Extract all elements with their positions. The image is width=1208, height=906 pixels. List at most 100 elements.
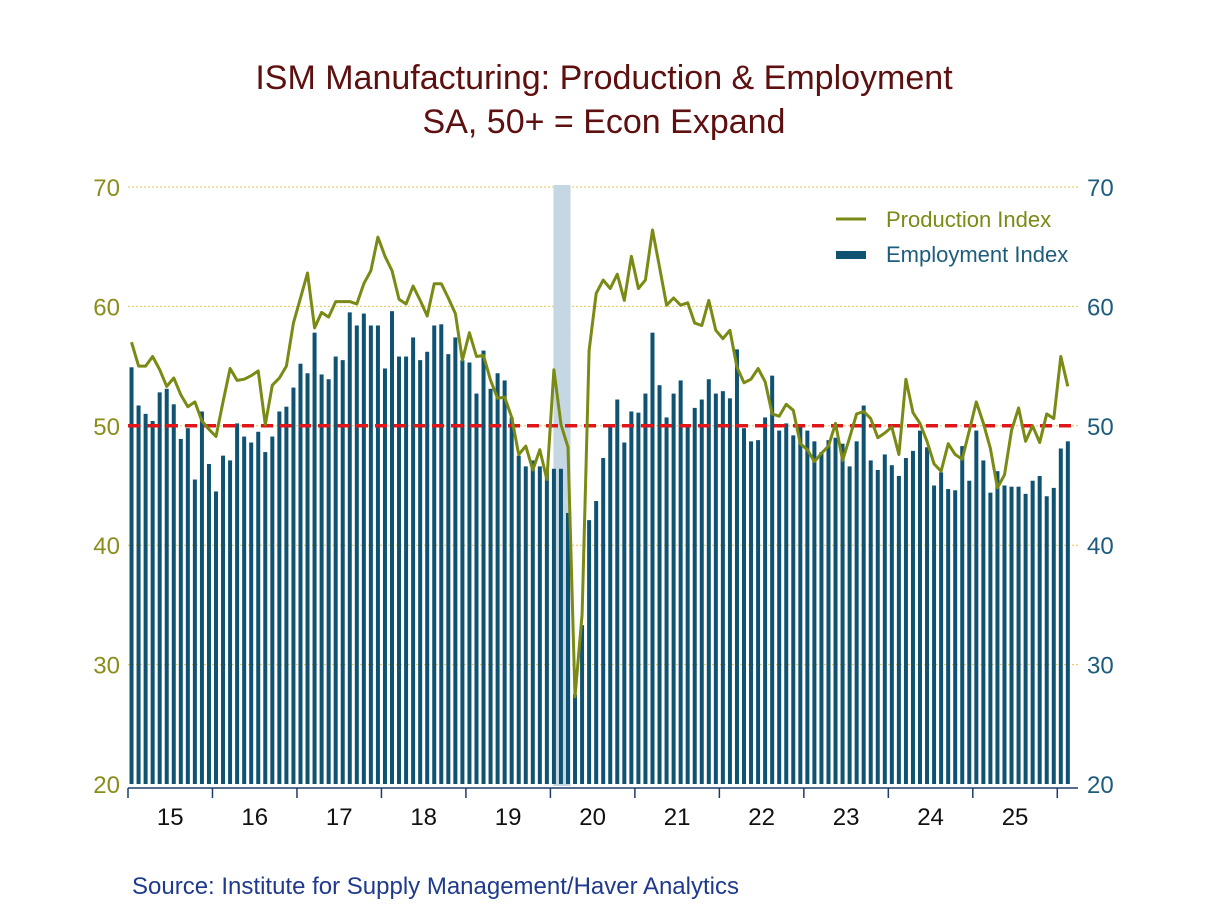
employment-bar xyxy=(713,393,718,784)
x-tick-label: 23 xyxy=(833,804,860,831)
employment-bar xyxy=(319,374,324,784)
employment-bar xyxy=(228,460,233,784)
employment-bar xyxy=(326,379,331,784)
chart-subtitle: SA, 50+ = Econ Expand xyxy=(423,103,786,141)
x-tick-label: 20 xyxy=(579,804,606,831)
employment-bar xyxy=(354,325,359,784)
employment-bar xyxy=(1023,493,1028,784)
employment-bar xyxy=(467,362,472,784)
employment-bar xyxy=(495,373,500,784)
employment-bar xyxy=(1065,441,1070,784)
employment-bar xyxy=(284,406,289,784)
employment-bar xyxy=(847,466,852,784)
employment-bar xyxy=(734,349,739,784)
employment-bar xyxy=(594,501,599,784)
legend: Production Index Employment Index xyxy=(836,207,1068,267)
employment-bar xyxy=(812,441,817,784)
employment-bar xyxy=(375,325,380,784)
y-tick-label-right: 60 xyxy=(1087,294,1114,321)
employment-bar xyxy=(798,424,803,784)
employment-bar xyxy=(770,375,775,784)
employment-bar xyxy=(523,466,528,784)
y-tick-label-left: 40 xyxy=(93,533,120,560)
x-tick-label: 24 xyxy=(917,804,944,831)
employment-bar xyxy=(819,452,824,784)
employment-bar xyxy=(981,460,986,784)
employment-bar xyxy=(277,411,282,784)
employment-bar xyxy=(509,417,514,784)
employment-bar xyxy=(305,373,310,784)
employment-bar xyxy=(777,430,782,784)
production-line xyxy=(130,228,1070,699)
employment-bar xyxy=(671,393,676,784)
employment-bar xyxy=(643,393,648,784)
y-tick-label-left: 30 xyxy=(93,653,120,680)
employment-bar xyxy=(974,430,979,784)
employment-bar xyxy=(404,356,409,784)
y-tick-label-right: 50 xyxy=(1087,414,1114,441)
employment-bar xyxy=(580,625,585,784)
employment-bar xyxy=(439,324,444,784)
employment-bar xyxy=(826,440,831,784)
employment-bar xyxy=(143,413,148,784)
employment-bar xyxy=(889,465,894,784)
employment-bar xyxy=(615,399,620,784)
employment-bar xyxy=(214,491,218,784)
employment-bar xyxy=(932,485,937,784)
employment-bar xyxy=(840,443,845,784)
x-tick-label: 16 xyxy=(241,804,268,831)
y-tick-label-left: 20 xyxy=(93,772,120,799)
employment-bar xyxy=(896,475,901,784)
employment-bar xyxy=(446,354,451,784)
employment-bar xyxy=(418,360,423,784)
employment-bar xyxy=(136,405,141,784)
employment-bar xyxy=(727,398,732,784)
employment-bar xyxy=(657,385,662,784)
employment-bar xyxy=(157,392,162,784)
employment-bar xyxy=(291,387,296,784)
employment-bar xyxy=(784,423,789,784)
employment-bar xyxy=(432,325,437,784)
employment-bar xyxy=(129,367,134,784)
y-tick-label-left: 50 xyxy=(93,414,120,441)
x-tick-label: 19 xyxy=(495,804,522,831)
y-tick-label-left: 60 xyxy=(93,294,120,321)
employment-bar xyxy=(925,447,930,784)
employment-bar xyxy=(903,458,908,784)
employment-bar xyxy=(946,489,951,784)
employment-bar xyxy=(192,479,197,784)
employment-bar xyxy=(601,458,606,784)
employment-bar xyxy=(474,393,479,784)
employment-bar xyxy=(1016,486,1021,784)
employment-bar xyxy=(995,471,1000,784)
employment-bar xyxy=(678,380,683,784)
employment-bar xyxy=(699,399,704,784)
employment-bar xyxy=(1030,480,1035,784)
employment-bar xyxy=(425,351,430,784)
employment-bar xyxy=(566,512,570,784)
legend-employment: Employment Index xyxy=(886,242,1068,267)
employment-bar xyxy=(587,520,592,784)
employment-bar xyxy=(199,411,204,784)
employment-bar xyxy=(453,337,458,784)
employment-bar xyxy=(256,431,261,784)
employment-bar xyxy=(756,440,761,784)
employment-bar xyxy=(1044,496,1049,784)
employment-bar xyxy=(206,464,211,784)
legend-bar-swatch xyxy=(836,251,866,259)
employment-bar xyxy=(749,441,754,784)
employment-bar xyxy=(720,391,725,784)
employment-bar xyxy=(622,442,627,784)
y-tick-label-right: 30 xyxy=(1087,653,1114,680)
x-tick-label: 18 xyxy=(410,804,437,831)
employment-bar xyxy=(551,468,556,784)
employment-bar xyxy=(854,441,859,784)
employment-bar xyxy=(530,460,535,784)
employment-bar xyxy=(312,332,317,784)
employment-bar xyxy=(910,450,915,784)
employment-bar xyxy=(150,421,155,784)
employment-bar xyxy=(333,356,338,784)
employment-bar xyxy=(235,423,240,784)
employment-bar xyxy=(939,472,944,784)
